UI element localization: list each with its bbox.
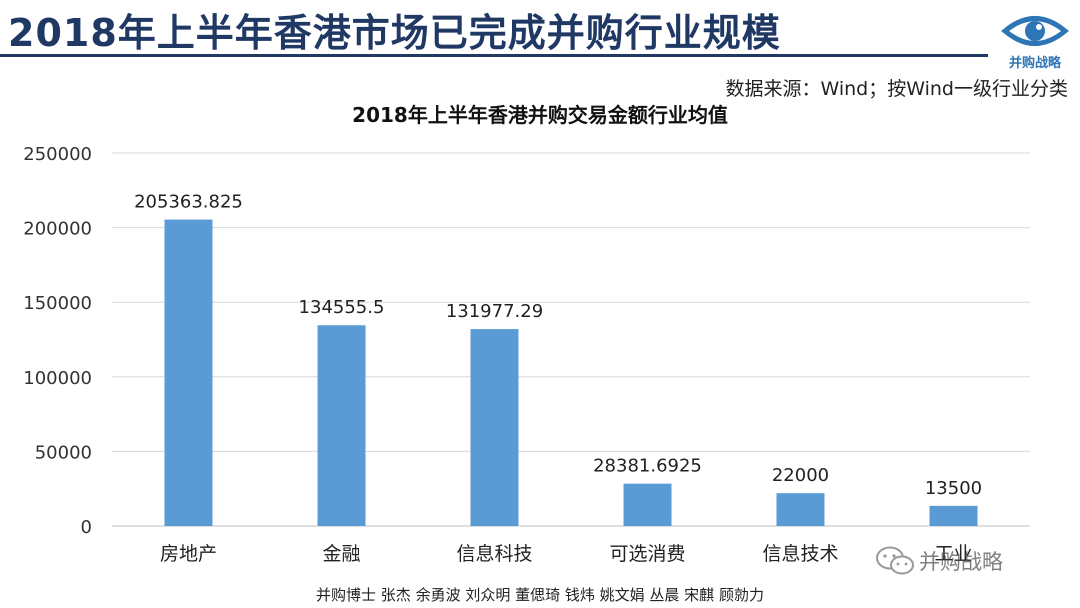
bar bbox=[470, 329, 519, 526]
source-note: 数据来源：Wind；按Wind一级行业分类 bbox=[725, 78, 1068, 100]
x-tick-label: 信息科技 bbox=[456, 543, 532, 565]
x-tick-label: 金融 bbox=[322, 543, 360, 565]
title-underline bbox=[0, 54, 988, 57]
y-tick-label: 200000 bbox=[23, 219, 92, 240]
y-axis-ticks: 0 50000 100000 150000 200000 250000 bbox=[23, 144, 92, 538]
bar bbox=[164, 219, 213, 526]
bar-chart: 2018年上半年香港并购交易金额行业均值 0 50000 100000 150000 2… bbox=[23, 103, 1030, 565]
gridlines bbox=[112, 152, 1030, 527]
bars bbox=[164, 219, 978, 526]
x-axis-ticks: 房地产 金融 信息科技 可选消费 信息技术 工业 bbox=[160, 543, 973, 565]
x-tick-label: 工业 bbox=[934, 543, 972, 565]
y-tick-label: 50000 bbox=[35, 442, 92, 463]
x-tick-label: 信息技术 bbox=[762, 543, 838, 565]
slide-title: 2018年上半年香港市场已完成并购行业规模 bbox=[8, 11, 781, 55]
logo-text: 并购战略 bbox=[1008, 56, 1061, 71]
brand-logo: 并购战略 bbox=[1000, 8, 1070, 72]
chart-title: 2018年上半年香港并购交易金额行业均值 bbox=[352, 103, 728, 127]
bar bbox=[623, 483, 672, 526]
x-tick-label: 可选消费 bbox=[609, 543, 685, 565]
y-tick-label: 100000 bbox=[23, 368, 92, 389]
data-label: 205363.825 bbox=[134, 192, 243, 213]
y-tick-label: 250000 bbox=[23, 144, 92, 165]
data-labels: 205363.825 134555.5 131977.29 28381.6925 220… bbox=[134, 192, 982, 499]
y-tick-label: 150000 bbox=[23, 293, 92, 314]
bar bbox=[929, 505, 978, 526]
y-tick-label: 0 bbox=[81, 517, 92, 538]
data-label: 134555.5 bbox=[299, 297, 385, 318]
wechat-icon bbox=[876, 546, 914, 575]
bar bbox=[317, 325, 366, 526]
data-label: 131977.29 bbox=[446, 301, 543, 322]
watermark: 并购战略 bbox=[875, 545, 1003, 577]
watermark-text: 并购战略 bbox=[919, 550, 1003, 574]
data-label: 13500 bbox=[925, 478, 982, 499]
bar bbox=[776, 493, 825, 526]
data-label: 22000 bbox=[772, 465, 829, 486]
footer-authors: 并购博士 张杰 余勇波 刘众明 董偲琦 钱炜 姚文娟 丛晨 宋麒 顾勍力 bbox=[316, 586, 764, 604]
data-label: 28381.6925 bbox=[593, 456, 702, 477]
eye-icon bbox=[1001, 16, 1069, 46]
x-tick-label: 房地产 bbox=[160, 543, 217, 565]
